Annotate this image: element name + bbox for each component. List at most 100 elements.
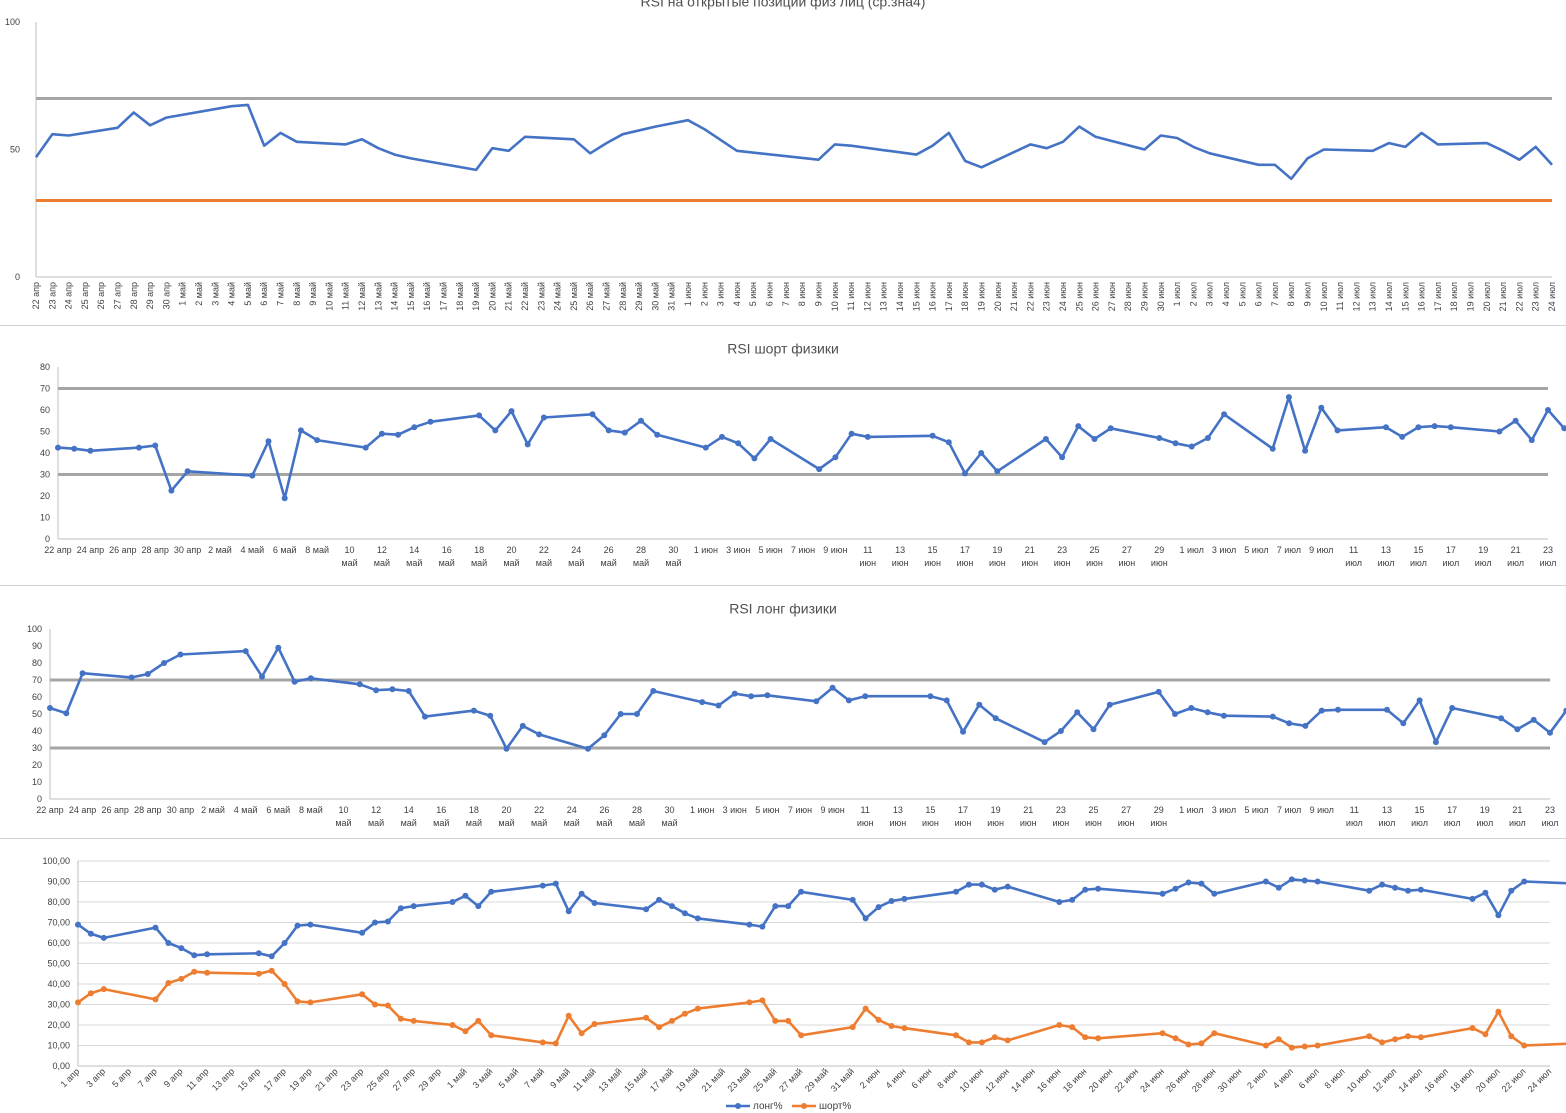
data-point xyxy=(1301,1043,1308,1050)
x-tick-label: 9 июл xyxy=(1302,282,1312,306)
x-tick-label: 10 май xyxy=(335,805,351,828)
data-point xyxy=(152,442,159,449)
x-tick-label: 26 май xyxy=(596,805,612,828)
x-tick-label: 28 июн xyxy=(1123,282,1133,311)
data-point xyxy=(462,892,469,899)
x-tick-label: 11 июн xyxy=(846,282,856,311)
data-point xyxy=(291,678,298,685)
x-tick-label: 30 апр xyxy=(161,282,171,309)
data-point xyxy=(1069,1024,1076,1031)
x-tick-label: 23 июл xyxy=(1531,282,1541,311)
data-point xyxy=(772,1017,779,1024)
x-tick-label: 15 июл xyxy=(1411,805,1428,828)
data-point xyxy=(476,412,483,419)
data-point xyxy=(759,997,766,1004)
data-point xyxy=(1211,890,1218,897)
data-point xyxy=(161,660,168,666)
data-point xyxy=(1498,715,1505,722)
x-tick-label: 15 июл xyxy=(1400,282,1410,311)
data-point xyxy=(1185,879,1192,886)
x-tick-label: 5 май xyxy=(497,1066,521,1090)
x-tick-label: 30 апр xyxy=(167,805,194,815)
x-tick-label: 19 июн xyxy=(989,545,1006,568)
data-point xyxy=(242,648,249,655)
data-point xyxy=(372,919,378,926)
data-point xyxy=(746,921,753,928)
x-tick-label: 28 май xyxy=(629,805,645,828)
y-tick-label: 0 xyxy=(15,272,20,282)
x-tick-label: 13 июл xyxy=(1379,805,1396,828)
x-tick-label: 2 июл xyxy=(1245,1066,1269,1090)
data-point xyxy=(1530,716,1537,723)
series-line xyxy=(34,103,1553,181)
x-tick-label: 23 июл xyxy=(1542,805,1559,828)
data-point xyxy=(746,999,753,1006)
x-tick-label: 5 май xyxy=(243,282,253,306)
x-tick-label: 19 июн xyxy=(987,805,1004,828)
data-point xyxy=(1521,878,1528,885)
x-tick-label: 23 май xyxy=(536,282,546,311)
data-point xyxy=(1095,1035,1102,1042)
x-tick-label: 23 июн xyxy=(1052,805,1069,828)
data-point xyxy=(1185,1041,1192,1048)
data-point xyxy=(1285,394,1292,401)
x-tick-label: 1 май xyxy=(178,282,188,306)
chart-title: RSI на открытые позиции физ лиц (ср.зна4… xyxy=(641,0,926,10)
x-tick-label: 18 июл xyxy=(1448,1066,1476,1094)
x-tick-label: 23 июн xyxy=(1042,282,1052,311)
x-tick-label: 8 июн xyxy=(797,282,807,306)
data-point xyxy=(87,990,94,997)
x-tick-label: 8 май xyxy=(292,282,302,306)
x-tick-label: 10 май xyxy=(324,282,334,311)
x-tick-label: 26 май xyxy=(585,282,595,311)
data-point xyxy=(978,450,985,456)
x-tick-label: 16 июл xyxy=(1417,282,1427,311)
data-point xyxy=(978,881,985,888)
data-point xyxy=(1482,889,1489,896)
p1-chart-svg: RSI на открытые позиции физ лиц (ср.зна4… xyxy=(5,0,1557,311)
x-tick-label: 14 июн xyxy=(1009,1066,1037,1094)
x-tick-label: 16 июл xyxy=(1422,1066,1450,1094)
data-point xyxy=(384,918,391,925)
x-tick-label: 14 июл xyxy=(1384,282,1394,311)
y-tick-label: 50 xyxy=(32,709,42,719)
x-tick-label: 3 июл xyxy=(1212,545,1236,555)
data-point xyxy=(1301,877,1308,884)
x-tick-label: 17 апр xyxy=(262,1066,288,1092)
x-tick-label: 17 июн xyxy=(955,805,972,828)
x-tick-label: 18 июн xyxy=(960,282,970,311)
data-point xyxy=(411,424,418,431)
x-tick-label: 11 май xyxy=(571,1066,598,1093)
data-point xyxy=(268,967,275,974)
x-tick-label: 24 май xyxy=(553,282,563,311)
data-point xyxy=(397,1015,404,1022)
data-point xyxy=(1275,884,1282,891)
x-tick-label: 15 апр xyxy=(236,1066,262,1092)
x-tick-label: 4 июл xyxy=(1221,282,1231,306)
data-point xyxy=(1399,433,1406,440)
data-point xyxy=(965,881,972,888)
data-point xyxy=(1172,711,1178,717)
data-point xyxy=(395,431,402,438)
data-point xyxy=(735,440,742,447)
data-point xyxy=(165,940,172,946)
x-tick-label: 29 май xyxy=(634,282,644,311)
x-tick-label: 12 май xyxy=(374,545,390,568)
x-tick-label: 28 апр xyxy=(141,545,168,555)
data-point xyxy=(128,674,135,681)
x-tick-label: 11 июл xyxy=(1345,545,1362,568)
y-tick-label: 80 xyxy=(40,362,50,372)
rsi-short-chart-panel: RSI шорт физики 0 10 20 30 40 50 60 70 80 22 апр 24… xyxy=(0,327,1566,585)
data-point xyxy=(1417,886,1424,893)
y-tick-label: 50 xyxy=(10,145,20,155)
data-point xyxy=(960,728,966,735)
data-point xyxy=(1318,707,1325,714)
data-point xyxy=(1057,728,1064,734)
p3-chart-svg: RSI лонг физики 0 10 20 30 40 50 60 70 80 90 100 22 … xyxy=(27,601,1566,828)
data-point xyxy=(1004,1037,1011,1044)
x-tick-label: 10 июн xyxy=(830,282,840,311)
data-point xyxy=(136,444,142,451)
x-tick-label: 24 май xyxy=(564,805,580,828)
x-tick-label: 1 июн xyxy=(694,545,718,555)
y-tick-label: 100 xyxy=(27,624,42,634)
